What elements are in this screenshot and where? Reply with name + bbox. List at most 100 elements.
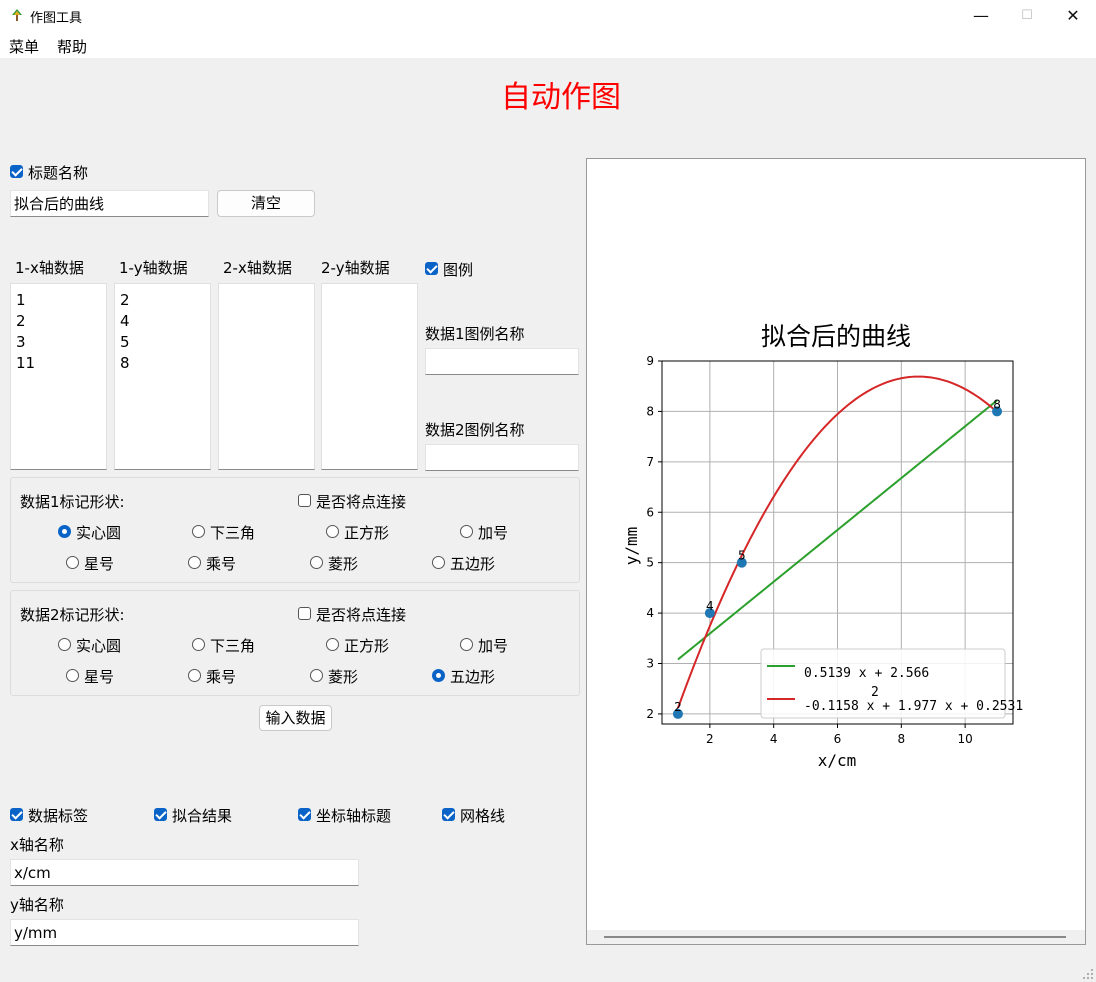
y-tick-label: 7 — [646, 455, 654, 469]
marker1-radio-star[interactable] — [66, 556, 79, 569]
data-point — [672, 708, 683, 719]
y1-data-list[interactable]: 2 4 5 8 — [114, 283, 211, 470]
chart-points: 2 4 5 8 — [672, 397, 1003, 719]
legend-entry-quad: -0.1158 x + 1.977 x + 0.2531 — [804, 699, 1023, 714]
page-heading: 自动作图 — [501, 80, 621, 115]
legend-box — [760, 648, 1006, 719]
scrollbar-track[interactable] — [604, 936, 1066, 938]
legend-entry-quad-exponent: 2 — [871, 685, 879, 700]
marker2-option-label: 五边形 — [450, 668, 496, 686]
data-point-label: 5 — [738, 549, 746, 563]
y-tick-label: 2 — [646, 707, 654, 721]
marker2-option-label: 正方形 — [344, 637, 390, 655]
fit-result-checkbox[interactable] — [154, 808, 167, 821]
marker2-option-label: 下三角 — [210, 637, 256, 655]
marker2-radio-square[interactable] — [326, 638, 339, 651]
list-item: 11 — [16, 354, 36, 372]
grid-checkbox-label: 网格线 — [460, 807, 506, 825]
title-checkbox-label: 标题名称 — [28, 164, 89, 182]
y-tick-label: 4 — [646, 606, 654, 620]
clear-button[interactable]: 清空 — [217, 190, 315, 217]
marker1-option-label: 乘号 — [206, 555, 237, 573]
data1-legend-input[interactable] — [425, 348, 579, 375]
chart-legend: 0.5139 x + 2.566 2 -0.1158 x + 1.977 x +… — [760, 648, 1023, 719]
x-axis-name-label: x轴名称 — [10, 836, 64, 854]
marker1-radio-plus[interactable] — [460, 525, 473, 538]
data-label-checkbox-label: 数据标签 — [28, 807, 89, 825]
chart-y-label: y/mm — [622, 527, 641, 566]
x1-header: 1-x轴数据 — [15, 259, 84, 277]
y-tick-label: 5 — [646, 556, 654, 570]
marker2-group — [10, 590, 580, 696]
title-checkbox[interactable] — [10, 165, 23, 178]
input-data-button[interactable]: 输入数据 — [259, 705, 332, 731]
marker2-radio-plus[interactable] — [460, 638, 473, 651]
y-tick-label: 3 — [646, 657, 654, 671]
axis-title-checkbox[interactable] — [298, 808, 311, 821]
marker1-option-label: 实心圆 — [76, 524, 122, 542]
x2-data-list[interactable] — [218, 283, 315, 470]
chart-ticks: 2 4 6 8 10 2 3 4 5 6 7 8 9 — [646, 354, 972, 746]
data-point — [704, 608, 715, 619]
data-point — [992, 406, 1003, 417]
marker2-connect-checkbox[interactable] — [298, 607, 311, 620]
marker1-radio-down-triangle[interactable] — [192, 525, 205, 538]
data1-legend-label: 数据1图例名称 — [425, 325, 525, 343]
y-axis-name-label: y轴名称 — [10, 896, 64, 914]
app-icon — [12, 9, 22, 21]
data-point-label: 2 — [674, 700, 682, 714]
data-label-checkbox[interactable] — [10, 808, 23, 821]
linear-fit-line — [677, 399, 998, 661]
chart-fit-lines — [677, 375, 998, 709]
x-tick-label: 2 — [706, 732, 714, 746]
grid-checkbox[interactable] — [442, 808, 455, 821]
minimize-button[interactable]: — — [973, 6, 989, 25]
x-axis-name-input[interactable] — [10, 859, 359, 886]
marker1-radio-diamond[interactable] — [310, 556, 323, 569]
y-tick-label: 8 — [646, 404, 654, 418]
marker2-option-label: 菱形 — [328, 668, 359, 686]
marker2-connect-label: 是否将点连接 — [316, 606, 407, 624]
marker1-connect-checkbox[interactable] — [298, 494, 311, 507]
marker2-radio-pentagon[interactable] — [432, 669, 445, 682]
x-tick-label: 8 — [897, 732, 905, 746]
legend-entry-linear: 0.5139 x + 2.566 — [804, 666, 929, 681]
close-button[interactable]: ✕ — [1066, 6, 1080, 25]
marker1-group — [10, 477, 580, 583]
list-item: 1 — [16, 291, 26, 309]
marker2-title: 数据2标记形状: — [20, 606, 125, 624]
y2-header: 2-y轴数据 — [321, 259, 390, 277]
marker1-radio-cross[interactable] — [188, 556, 201, 569]
y-axis-name-input[interactable] — [10, 919, 359, 946]
x1-data-list[interactable]: 1 2 3 11 — [10, 283, 107, 470]
title-bar — [0, 0, 1096, 32]
menu-item-menu[interactable]: 菜单 — [9, 38, 40, 56]
marker2-radio-star[interactable] — [66, 669, 79, 682]
marker2-radio-diamond[interactable] — [310, 669, 323, 682]
marker1-option-label: 正方形 — [344, 524, 390, 542]
legend-checkbox[interactable] — [425, 262, 438, 275]
data-point — [736, 557, 747, 568]
data-point-label: 8 — [993, 397, 1001, 411]
title-input[interactable] — [10, 190, 209, 217]
marker2-radio-solid-circle[interactable] — [58, 638, 71, 651]
marker1-radio-solid-circle[interactable] — [58, 525, 71, 538]
chart-canvas — [586, 158, 1086, 945]
chart-x-label: x/cm — [818, 751, 857, 770]
list-item: 8 — [120, 354, 130, 372]
menu-item-help[interactable]: 帮助 — [57, 38, 88, 56]
legend-checkbox-label: 图例 — [443, 261, 474, 279]
list-item: 4 — [120, 312, 130, 330]
marker2-radio-cross[interactable] — [188, 669, 201, 682]
fit-chart: 2 4 6 8 10 2 3 4 5 6 7 8 9 2 4 5 8 拟合后的曲线 x/cm y/mm 0.5… — [622, 322, 1023, 770]
marker1-radio-pentagon[interactable] — [432, 556, 445, 569]
resize-grip-icon[interactable] — [1082, 968, 1094, 980]
marker2-radio-down-triangle[interactable] — [192, 638, 205, 651]
maximize-button[interactable]: ☐ — [1021, 8, 1033, 23]
marker2-option-label: 加号 — [478, 637, 509, 655]
x2-header: 2-x轴数据 — [223, 259, 292, 277]
data2-legend-input[interactable] — [425, 444, 579, 471]
marker1-radio-square[interactable] — [326, 525, 339, 538]
y2-data-list[interactable] — [321, 283, 418, 470]
marker1-option-label: 菱形 — [328, 555, 359, 573]
